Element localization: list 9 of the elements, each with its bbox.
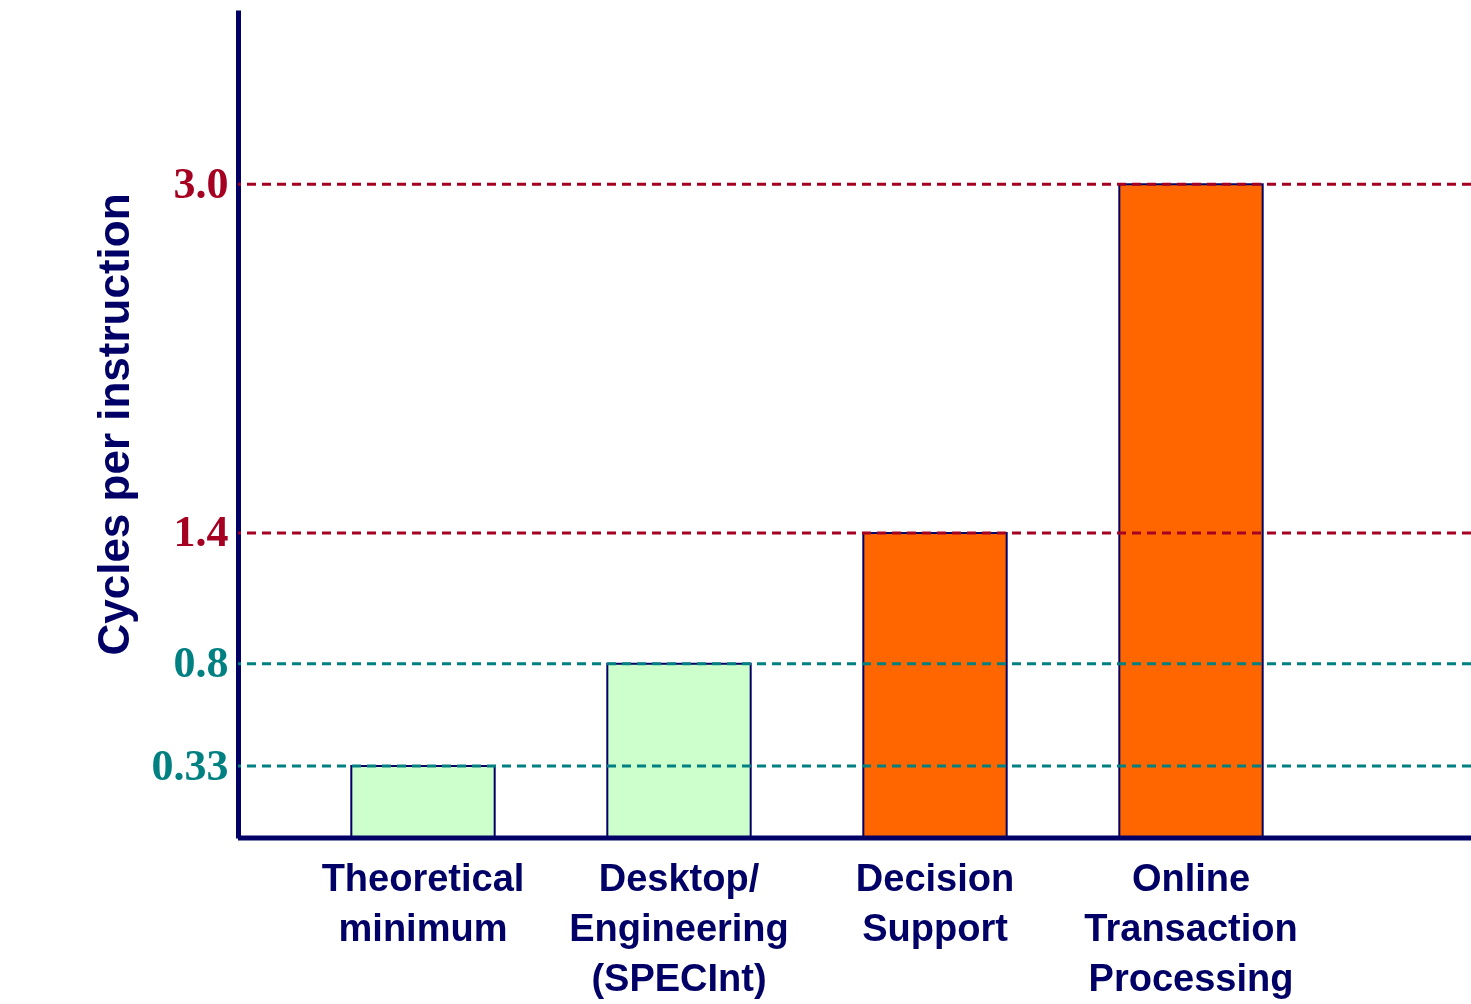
x-tick-label: Desktop/ Engineering (SPECInt) — [569, 856, 789, 999]
y-axis-title: Cycles per instruction — [88, 193, 138, 656]
x-tick-label: Decision Support — [855, 856, 1015, 949]
y-tick-label: 1.4 — [173, 507, 229, 557]
x-tick-label: Theoretical minimum — [321, 856, 525, 949]
y-tick-label: 3.0 — [173, 158, 229, 208]
y-tick-label: 0.8 — [173, 638, 229, 688]
x-tick-label: Online Transaction Processing — [1084, 856, 1298, 999]
y-tick-label: 0.33 — [151, 740, 229, 790]
